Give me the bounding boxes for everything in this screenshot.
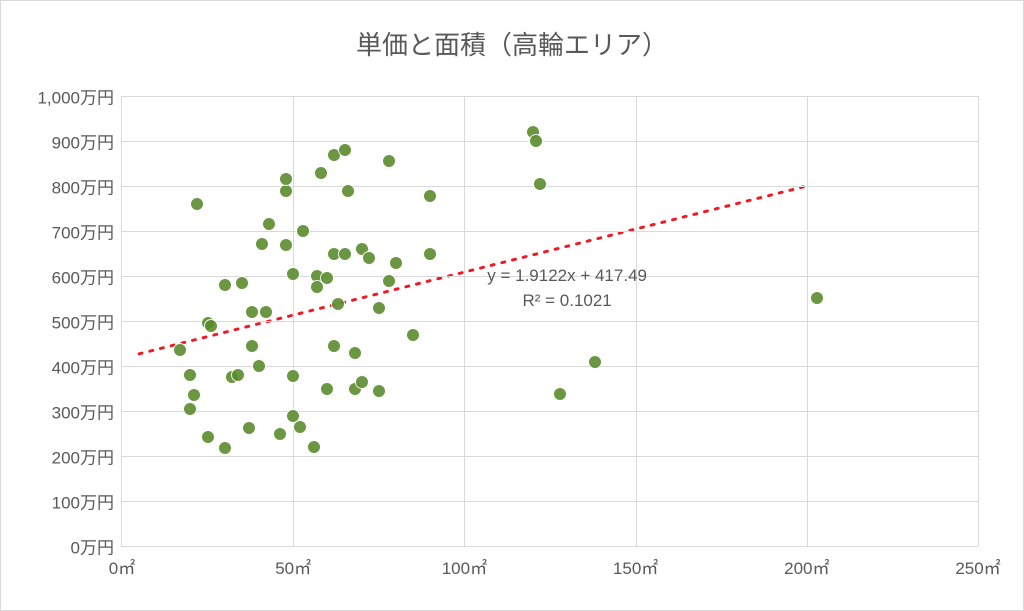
y-tick-label: 700万円	[52, 219, 122, 244]
data-point	[173, 343, 187, 357]
data-point	[245, 339, 259, 353]
data-point	[382, 274, 396, 288]
data-point	[252, 359, 266, 373]
x-tick-label: 100㎡	[442, 546, 487, 579]
x-tick-label: 200㎡	[784, 546, 829, 579]
data-point	[372, 301, 386, 315]
grid-horizontal	[122, 411, 978, 412]
data-point	[355, 375, 369, 389]
data-point	[279, 238, 293, 252]
y-tick-label: 800万円	[52, 174, 122, 199]
chart-frame: 単価と面積（高輪エリア） 0㎡50㎡100㎡150㎡200㎡250㎡0万円100…	[0, 0, 1024, 611]
chart-title: 単価と面積（高輪エリア）	[1, 25, 1023, 62]
data-point	[341, 184, 355, 198]
grid-horizontal	[122, 186, 978, 187]
data-point	[286, 267, 300, 281]
trendline	[139, 186, 807, 354]
data-point	[553, 387, 567, 401]
trend-r2: R² = 0.1021	[522, 291, 611, 311]
data-point	[533, 177, 547, 191]
y-tick-label: 1,000万円	[37, 84, 122, 109]
data-point	[242, 421, 256, 435]
data-point	[372, 384, 386, 398]
data-point	[338, 143, 352, 157]
data-point	[262, 217, 276, 231]
data-point	[423, 247, 437, 261]
data-point	[245, 305, 259, 319]
data-point	[529, 134, 543, 148]
data-point	[320, 382, 334, 396]
x-tick-label: 50㎡	[275, 546, 311, 579]
data-point	[423, 189, 437, 203]
data-point	[286, 369, 300, 383]
data-point	[296, 224, 310, 238]
data-point	[327, 339, 341, 353]
data-point	[183, 368, 197, 382]
y-tick-label: 0万円	[71, 534, 122, 559]
grid-horizontal	[122, 96, 978, 97]
grid-horizontal	[122, 231, 978, 232]
data-point	[307, 440, 321, 454]
data-point	[235, 276, 249, 290]
data-point	[406, 328, 420, 342]
grid-horizontal	[122, 321, 978, 322]
data-point	[279, 172, 293, 186]
data-point	[320, 271, 334, 285]
data-point	[231, 368, 245, 382]
data-point	[810, 291, 824, 305]
y-tick-label: 500万円	[52, 309, 122, 334]
y-tick-label: 600万円	[52, 264, 122, 289]
data-point	[204, 319, 218, 333]
y-tick-label: 300万円	[52, 399, 122, 424]
data-point	[338, 247, 352, 261]
y-tick-label: 400万円	[52, 354, 122, 379]
trend-equation: y = 1.9122x + 417.49	[487, 266, 647, 286]
data-point	[348, 346, 362, 360]
y-tick-label: 200万円	[52, 444, 122, 469]
grid-horizontal	[122, 366, 978, 367]
x-tick-label: 150㎡	[613, 546, 658, 579]
data-point	[588, 355, 602, 369]
data-point	[273, 427, 287, 441]
data-point	[187, 388, 201, 402]
data-point	[331, 297, 345, 311]
data-point	[218, 441, 232, 455]
data-point	[259, 305, 273, 319]
data-point	[314, 166, 328, 180]
y-tick-label: 100万円	[52, 489, 122, 514]
grid-vertical	[978, 96, 979, 546]
data-point	[183, 402, 197, 416]
data-point	[201, 430, 215, 444]
data-point	[190, 197, 204, 211]
grid-horizontal	[122, 141, 978, 142]
data-point	[382, 154, 396, 168]
data-point	[362, 251, 376, 265]
data-point	[389, 256, 403, 270]
data-point	[218, 278, 232, 292]
grid-horizontal	[122, 456, 978, 457]
data-point	[255, 237, 269, 251]
data-point	[293, 420, 307, 434]
grid-horizontal	[122, 501, 978, 502]
plot-area: 0㎡50㎡100㎡150㎡200㎡250㎡0万円100万円200万円300万円4…	[121, 96, 978, 547]
y-tick-label: 900万円	[52, 129, 122, 154]
x-tick-label: 250㎡	[955, 546, 1000, 579]
